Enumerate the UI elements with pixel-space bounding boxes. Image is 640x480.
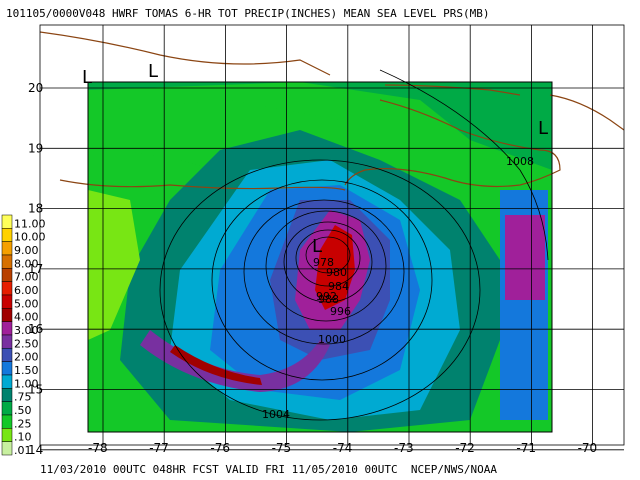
pressure-label-978: 978 xyxy=(313,256,334,269)
map-title: 101105/0000V048 HWRF TOMAS 6-HR TOT PREC… xyxy=(6,7,490,20)
lat-lon-grid xyxy=(39,24,625,451)
legend-swatch xyxy=(1,254,13,269)
legend-label: 8.00 xyxy=(14,257,39,270)
legend-label: .10 xyxy=(14,431,32,444)
longitude-label: -75 xyxy=(272,441,292,455)
legend-label: 7.00 xyxy=(14,271,39,284)
pressure-label-992: 992 xyxy=(316,290,337,303)
legend-swatch xyxy=(1,388,13,402)
pressure-label-996: 996 xyxy=(330,305,351,318)
legend-swatch xyxy=(1,241,13,256)
legend-label: 9.00 xyxy=(14,244,39,257)
legend-swatch xyxy=(1,441,13,456)
legend-label: 4.00 xyxy=(14,311,39,324)
legend-swatch xyxy=(1,374,13,389)
plot-border xyxy=(39,24,625,446)
legend-label: 3.00 xyxy=(14,324,39,337)
pressure-labels: 978 980 984 988 992 996 1000 1004 1008 xyxy=(262,155,534,421)
low-marker: L xyxy=(82,67,92,88)
low-markers: L L L L xyxy=(82,61,548,257)
latitude-label: 15 xyxy=(28,383,43,397)
pressure-label-988: 988 xyxy=(318,293,339,306)
longitude-label: -70 xyxy=(578,441,598,455)
low-marker: L xyxy=(538,118,548,139)
legend-swatch xyxy=(1,401,13,416)
legend-label: 1.50 xyxy=(14,364,39,377)
legend-label: 11.00 xyxy=(14,217,46,230)
pressure-label-984: 984 xyxy=(328,280,349,293)
longitude-label: -72 xyxy=(455,441,475,455)
pressure-label-1008: 1008 xyxy=(506,155,534,168)
legend-label: .50 xyxy=(14,404,32,417)
latitude-label: 18 xyxy=(28,202,43,216)
longitude-label: -71 xyxy=(516,441,536,455)
low-marker: L xyxy=(148,61,158,82)
longitude-labels: -78 -77 -76 -75 -74 -73 -72 -71 -70 xyxy=(88,441,597,455)
longitude-label: -78 xyxy=(88,441,108,455)
legend-label: .25 xyxy=(14,417,32,430)
legend-swatch xyxy=(1,414,13,429)
precip-legend: 11.0010.009.008.007.006.005.004.003.002.… xyxy=(1,214,46,457)
latitude-label: 20 xyxy=(28,81,43,95)
longitude-label: -73 xyxy=(394,441,414,455)
model-domain-outline xyxy=(87,81,553,433)
latitude-label: 19 xyxy=(28,141,43,155)
legend-label: 10.00 xyxy=(14,231,46,244)
legend-swatch xyxy=(1,281,13,296)
legend-label: .75 xyxy=(14,391,32,404)
legend-label: 2.00 xyxy=(14,351,39,364)
longitude-label: -77 xyxy=(149,441,169,455)
pressure-label-1004: 1004 xyxy=(262,408,290,421)
legend-swatch xyxy=(1,228,13,242)
map-footer: 11/03/2010 00UTC 048HR FCST VALID FRI 11… xyxy=(40,463,497,476)
legend-swatch xyxy=(1,308,13,322)
latitude-label: 16 xyxy=(28,322,43,336)
legend-label: 1.00 xyxy=(14,377,39,390)
legend-swatch xyxy=(1,214,13,229)
legend-swatch xyxy=(1,268,13,282)
latitude-label: 17 xyxy=(28,262,43,276)
longitude-label: -76 xyxy=(210,441,230,455)
legend-label: 2.50 xyxy=(14,337,39,350)
pressure-label-1000: 1000 xyxy=(318,333,346,346)
legend-label: 6.00 xyxy=(14,284,39,297)
longitude-label: -74 xyxy=(333,441,353,455)
low-marker: L xyxy=(312,236,322,257)
legend-swatch xyxy=(1,334,13,349)
legend-swatch xyxy=(1,321,13,336)
legend-swatch xyxy=(1,361,13,376)
legend-swatch xyxy=(1,348,13,362)
legend-swatch xyxy=(1,428,13,442)
legend-label: .01 xyxy=(14,444,32,457)
latitude-label: 14 xyxy=(28,443,43,457)
isobars xyxy=(159,69,549,421)
pressure-label-980: 980 xyxy=(326,266,347,279)
legend-label: 5.00 xyxy=(14,297,39,310)
latitude-labels: 20 19 18 17 16 15 14 xyxy=(28,81,43,457)
legend-swatch xyxy=(1,294,13,309)
